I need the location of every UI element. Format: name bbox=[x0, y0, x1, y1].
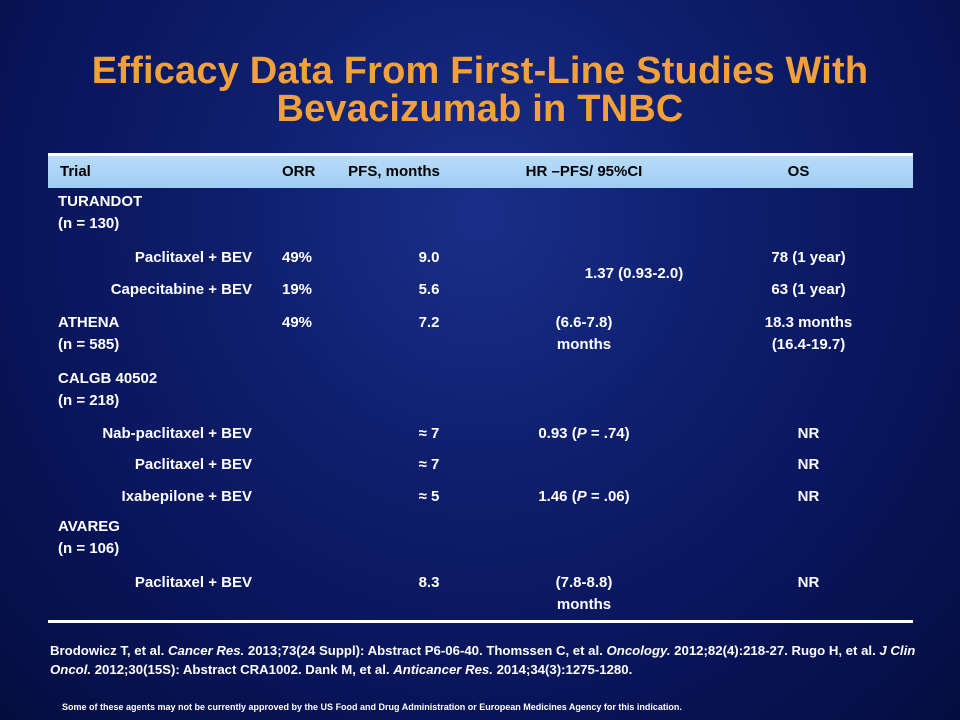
table-row: Paclitaxel + BEV 8.3 (7.8-8.8) months NR bbox=[48, 572, 913, 616]
os-line-1: 18.3 months bbox=[764, 314, 853, 331]
trial-title: AVAREG bbox=[58, 518, 120, 535]
ref-text: 2012;30(15S): Abstract CRA1002. Dank M, … bbox=[91, 662, 394, 677]
header-os: OS bbox=[787, 163, 810, 180]
trial-title: ATHENA bbox=[58, 314, 120, 331]
ref-text: 2012;82(4):218-27. Rugo H, et al. bbox=[670, 643, 880, 658]
os-value: NR bbox=[797, 425, 820, 442]
hr-line-1: (7.8-8.8) bbox=[555, 574, 613, 591]
orr-value: 49% bbox=[282, 249, 313, 266]
os-value: 63 (1 year) bbox=[771, 281, 846, 298]
arm-name: Capecitabine + BEV bbox=[110, 281, 252, 298]
ref-journal: J Clin Oncol. bbox=[50, 643, 916, 677]
ref-text: 2014;34(3):1275-1280. bbox=[492, 662, 633, 677]
pfs-value: ≈ 7 bbox=[418, 456, 440, 473]
trial-name: CALGB 40502 (n = 218) bbox=[48, 368, 252, 412]
trial-n: (n = 585) bbox=[58, 336, 120, 353]
hr-p-symbol: P bbox=[576, 488, 587, 505]
pfs-value: ≈ 5 bbox=[418, 488, 440, 505]
pfs-value: 8.3 bbox=[418, 574, 440, 591]
hr-suffix: = .06) bbox=[586, 488, 630, 505]
hr-value: 1.37 (0.93-2.0) bbox=[584, 265, 684, 282]
header-trial: Trial bbox=[60, 163, 91, 180]
os-value: 18.3 months (16.4-19.7) bbox=[684, 312, 913, 356]
pfs-value: 7.2 bbox=[418, 314, 440, 331]
trial-title: CALGB 40502 bbox=[58, 370, 158, 387]
hr-suffix: = .74) bbox=[586, 425, 630, 442]
hr-line-2: months bbox=[556, 596, 612, 613]
os-value: NR bbox=[797, 488, 820, 505]
hr-line-2: months bbox=[556, 336, 612, 353]
arm-name: Paclitaxel + BEV bbox=[134, 249, 252, 266]
os-value: 78 (1 year) bbox=[771, 249, 846, 266]
table-header-row: Trial ORR PFS, months HR –PFS/ 95%CI OS bbox=[48, 156, 913, 188]
arm-name: Paclitaxel + BEV bbox=[134, 574, 252, 591]
table-row: CALGB 40502 (n = 218) bbox=[48, 368, 913, 412]
table-row: Nab-paclitaxel + BEV ≈ 7 0.93 (P = .74) … bbox=[48, 423, 913, 445]
hr-value: (7.8-8.8) months bbox=[464, 572, 684, 616]
table-row: Paclitaxel + BEV ≈ 7 NR bbox=[48, 454, 913, 476]
ref-journal: Cancer Res. bbox=[167, 643, 245, 658]
os-value: NR bbox=[797, 456, 820, 473]
ref-journal: Oncology. bbox=[606, 643, 671, 658]
hr-value: (6.6-7.8) months bbox=[464, 312, 684, 356]
os-value: NR bbox=[797, 574, 820, 591]
orr-value: 19% bbox=[282, 281, 313, 298]
disclaimer: Some of these agents may not be currentl… bbox=[62, 702, 682, 712]
trial-title: TURANDOT bbox=[58, 193, 143, 210]
header-hr: HR –PFS/ 95%CI bbox=[525, 163, 643, 180]
hr-prefix: 1.46 ( bbox=[538, 488, 577, 505]
table-body: TURANDOT (n = 130) Paclitaxel + BEV 49% … bbox=[48, 188, 913, 620]
table-row: TURANDOT (n = 130) bbox=[48, 191, 913, 235]
trial-name: ATHENA (n = 585) bbox=[48, 312, 252, 356]
hr-value: 0.93 (P = .74) bbox=[464, 423, 684, 445]
orr-value: 49% bbox=[282, 314, 313, 331]
ref-text: 2013;73(24 Suppl): Abstract P6-06-40. Th… bbox=[244, 643, 607, 658]
ref-text: Brodowicz T, et al. bbox=[50, 643, 168, 658]
header-orr: ORR bbox=[282, 163, 316, 180]
table-row: Capecitabine + BEV 19% 5.6 63 (1 year) bbox=[48, 279, 913, 301]
trial-name: AVAREG (n = 106) bbox=[48, 516, 252, 560]
ref-journal: Anticancer Res. bbox=[393, 662, 493, 677]
hr-line-1: (6.6-7.8) bbox=[555, 314, 613, 331]
efficacy-table: Trial ORR PFS, months HR –PFS/ 95%CI OS … bbox=[48, 153, 913, 623]
references: Brodowicz T, et al. Cancer Res. 2013;73(… bbox=[50, 641, 920, 679]
table-top-rule bbox=[48, 153, 913, 156]
trial-n: (n = 130) bbox=[58, 215, 120, 232]
trial-name: TURANDOT (n = 130) bbox=[48, 191, 252, 235]
arm-name: Nab-paclitaxel + BEV bbox=[102, 425, 252, 442]
table-row: Ixabepilone + BEV ≈ 5 1.46 (P = .06) NR bbox=[48, 486, 913, 508]
arm-name: Ixabepilone + BEV bbox=[121, 488, 252, 505]
pfs-value: 9.0 bbox=[418, 249, 440, 266]
table-bottom-rule bbox=[48, 620, 913, 623]
pfs-value: 5.6 bbox=[418, 281, 440, 298]
hr-prefix: 0.93 ( bbox=[538, 425, 577, 442]
table-row: AVAREG (n = 106) bbox=[48, 516, 913, 560]
header-pfs: PFS, months bbox=[348, 163, 440, 180]
arm-name: Paclitaxel + BEV bbox=[134, 456, 252, 473]
table-row: ATHENA (n = 585) 49% 7.2 (6.6-7.8) month… bbox=[48, 312, 913, 356]
trial-n: (n = 218) bbox=[58, 392, 120, 409]
title-line-1: Efficacy Data From First-Line Studies Wi… bbox=[91, 50, 869, 92]
os-line-2: (16.4-19.7) bbox=[771, 336, 846, 353]
title-line-2: Bevacizumab in TNBC bbox=[276, 88, 684, 130]
pfs-value: ≈ 7 bbox=[418, 425, 440, 442]
hr-p-symbol: P bbox=[576, 425, 587, 442]
slide-title: Efficacy Data From First-Line Studies Wi… bbox=[20, 52, 940, 128]
trial-n: (n = 106) bbox=[58, 540, 120, 557]
hr-value: 1.46 (P = .06) bbox=[464, 486, 684, 508]
table-row: Paclitaxel + BEV 49% 9.0 78 (1 year) bbox=[48, 247, 913, 269]
